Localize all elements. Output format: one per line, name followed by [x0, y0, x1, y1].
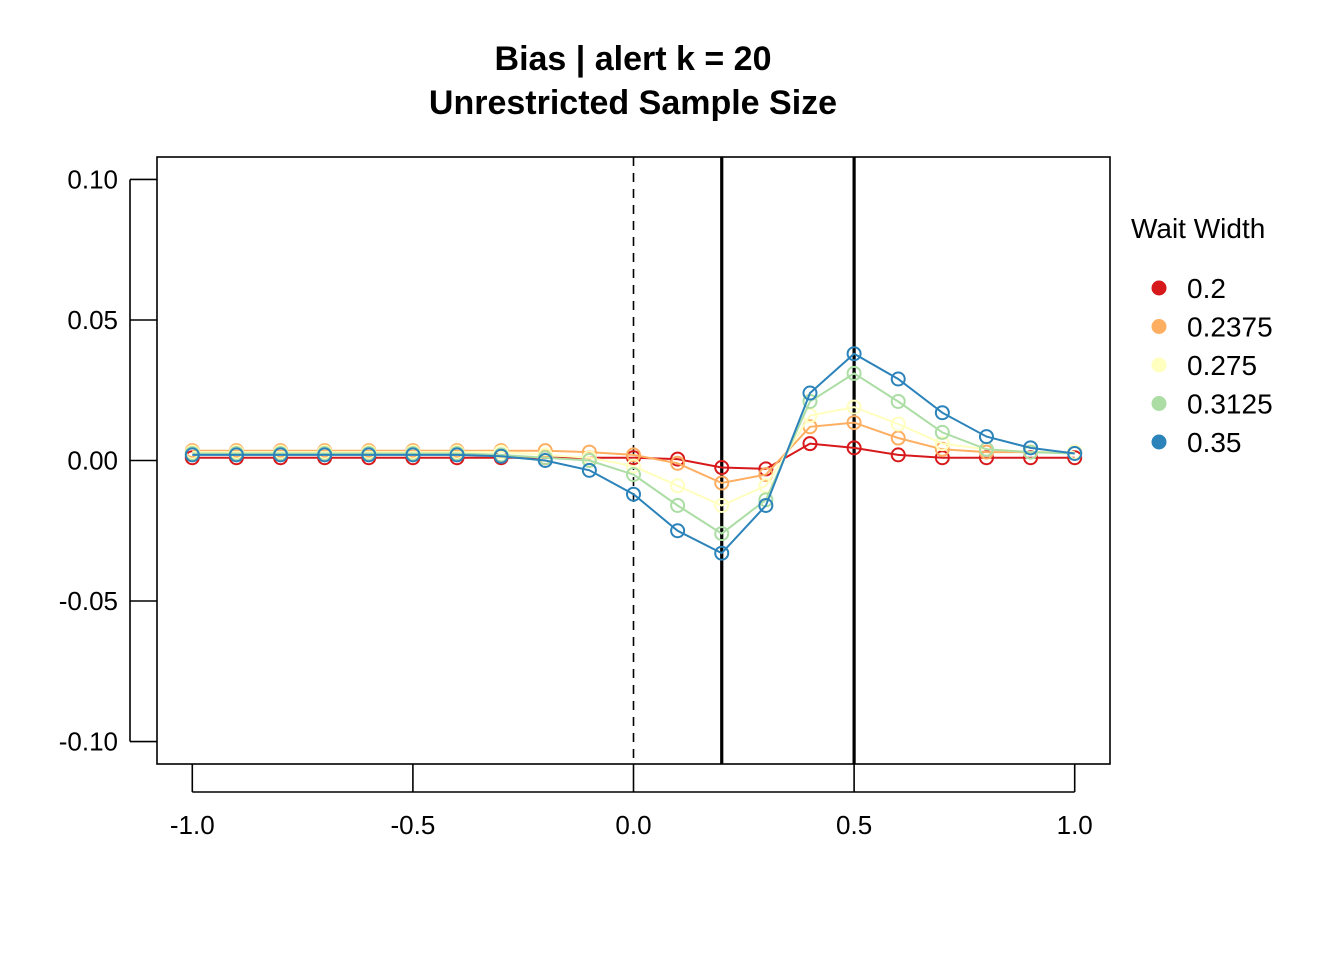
legend-label: 0.3125: [1187, 389, 1273, 420]
legend-swatch: [1151, 319, 1167, 334]
data-point: [1067, 445, 1083, 461]
data-point: [670, 455, 686, 471]
data-point: [670, 497, 686, 513]
data-point: [626, 486, 641, 502]
data-point: [758, 497, 774, 513]
y-tick-label: 0.00: [67, 446, 118, 476]
y-tick-label: -0.10: [59, 727, 118, 757]
chart-subtitle: Unrestricted Sample Size: [429, 84, 837, 122]
data-point: [934, 450, 950, 466]
y-tick-label: 0.10: [67, 164, 118, 194]
data-point: [670, 478, 686, 494]
data-point: [846, 365, 862, 381]
data-point: [317, 447, 333, 463]
x-tick-label: -0.5: [390, 810, 435, 840]
data-point: [846, 346, 862, 362]
data-point: [581, 462, 597, 478]
data-point: [714, 460, 730, 476]
legend-swatch: [1151, 357, 1167, 373]
data-point: [1067, 450, 1083, 466]
series-line: [192, 442, 1075, 470]
data-point: [184, 447, 200, 463]
data-point: [714, 526, 730, 542]
data-point: [934, 424, 950, 440]
data-point: [890, 447, 906, 463]
data-point: [890, 430, 906, 446]
y-tick-label: -0.05: [59, 586, 118, 616]
x-tick-label: 0.5: [836, 810, 872, 840]
series-line: [192, 421, 1075, 485]
legend-label: 0.2375: [1187, 312, 1273, 343]
x-tick-label: 0.0: [615, 810, 651, 840]
data-point: [449, 447, 465, 463]
legend-label: 0.2: [1187, 273, 1226, 304]
data-point: [846, 415, 862, 431]
data-point: [934, 436, 950, 452]
x-tick-label: -1.0: [170, 810, 215, 840]
data-point: [846, 399, 862, 415]
legend-label: 0.275: [1187, 350, 1257, 381]
data-point: [405, 447, 421, 463]
data-point: [890, 393, 906, 409]
legend-title: Wait Width: [1131, 213, 1265, 244]
data-point: [273, 447, 289, 463]
data-point: [361, 447, 377, 463]
data-point: [846, 440, 862, 456]
data-point: [228, 447, 244, 463]
series-layer: [184, 346, 1083, 561]
legend-swatch: [1151, 396, 1167, 411]
data-point: [714, 475, 730, 491]
data-point: [581, 453, 597, 468]
data-point: [802, 385, 818, 401]
data-point: [1023, 440, 1039, 456]
data-point: [714, 497, 730, 513]
chart-title: Bias | alert k = 20: [495, 40, 772, 78]
data-point: [493, 448, 509, 464]
legend: Wait Width 0.2 0.2375 0.275 0.3125 0.35: [1131, 213, 1273, 458]
data-point: [1023, 444, 1039, 460]
data-point: [714, 545, 730, 561]
data-point: [890, 416, 906, 432]
data-point: [626, 458, 641, 474]
data-point: [670, 451, 686, 467]
legend-label: 0.35: [1187, 427, 1242, 458]
legend-swatch: [1151, 434, 1167, 450]
data-point: [626, 467, 641, 483]
x-tick-label: 1.0: [1057, 810, 1093, 840]
axes: -1.0 -0.5 0.0 0.5 1.0 -0.10 -0.05 0.00 0.05 0.10: [59, 164, 1093, 840]
data-point: [670, 523, 686, 539]
data-point: [934, 405, 950, 421]
data-point: [537, 453, 553, 468]
data-point: [802, 436, 818, 452]
legend-swatch: [1151, 280, 1167, 296]
y-tick-label: 0.05: [67, 305, 118, 335]
series-line: [192, 352, 1075, 555]
data-point: [978, 429, 994, 445]
data-point: [626, 447, 641, 463]
series-0.35: [184, 346, 1083, 561]
series-line: [192, 372, 1075, 535]
data-point: [890, 371, 906, 387]
series-line: [192, 406, 1075, 507]
